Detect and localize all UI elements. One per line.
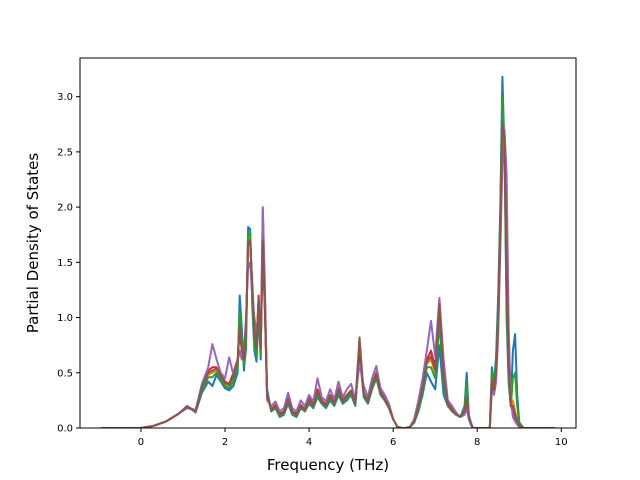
x-tick-label: 6: [390, 437, 396, 448]
y-tick-label: 1.0: [57, 313, 73, 324]
x-axis-label: Frequency (THz): [267, 456, 389, 474]
y-tick-label: 3.0: [57, 92, 73, 103]
series-line-3: [101, 95, 555, 428]
plot-frame: [79, 57, 577, 429]
y-tick-label: 0.0: [57, 424, 73, 435]
x-tick-label: 10: [555, 437, 568, 448]
x-tick-label: 8: [474, 437, 480, 448]
y-tick-label: 2.5: [57, 147, 73, 158]
y-axis-label: Partial Density of States: [24, 153, 42, 334]
ticks-layer: 0 2 4 6 8 10 0.0 0.5 1.0 1.5 2.0 2.5 3.0: [57, 92, 568, 448]
x-tick-label: 4: [306, 437, 312, 448]
series-line-6: [101, 123, 555, 428]
y-tick-label: 1.5: [57, 258, 73, 269]
x-tick-label: 2: [222, 437, 228, 448]
y-tick-label: 0.5: [57, 368, 73, 379]
series-layer: [101, 75, 555, 428]
x-tick-label: 0: [138, 437, 144, 448]
y-tick-label: 2.0: [57, 203, 73, 214]
